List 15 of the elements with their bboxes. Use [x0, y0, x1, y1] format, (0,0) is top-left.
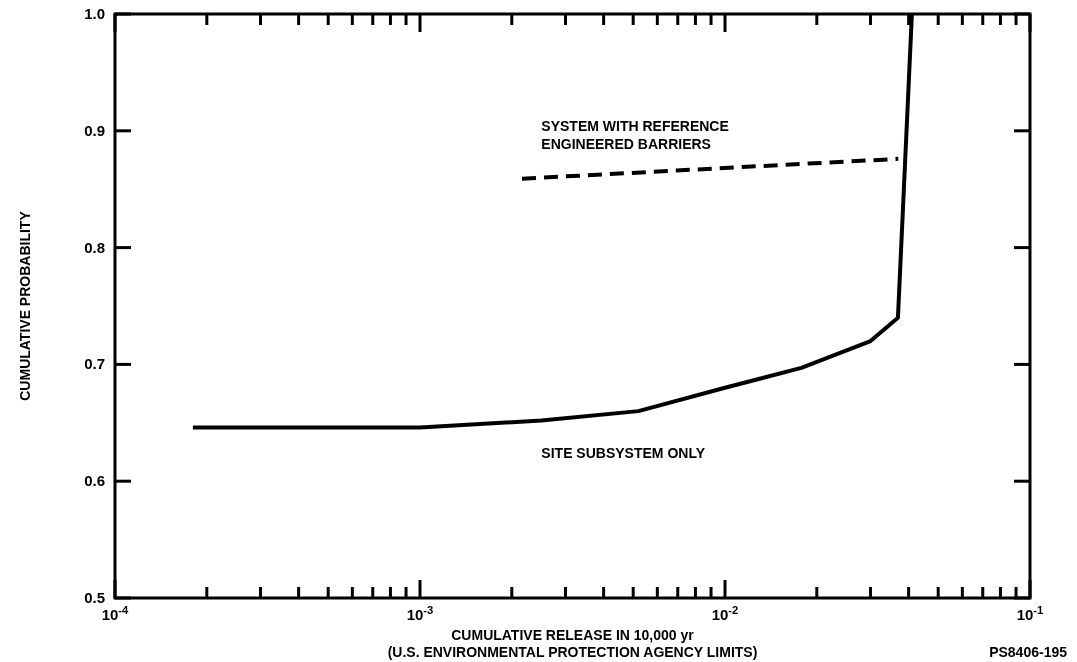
x-tick-label: 10$^{-1}$	[1016, 604, 1044, 623]
y-tick-label: 0.6	[84, 472, 105, 490]
y-tick-label: 0.8	[84, 238, 105, 256]
y-axis-title: CUMULATIVE PROBABILITY	[17, 210, 33, 401]
x-tick-label: 10$^{-3}$	[406, 604, 434, 623]
y-tick-label: 0.7	[84, 355, 105, 373]
annotation: SYSTEM WITH REFERENCE ENGINEERED BARRIERS	[541, 117, 729, 152]
y-tick-label: 1.0	[84, 5, 105, 22]
annotation: SITE SUBSYSTEM ONLY	[541, 444, 706, 461]
text: PS8406-195	[989, 644, 1068, 660]
y-tick-label: 0.9	[84, 121, 105, 139]
x-axis-title: CUMULATIVE RELEASE IN 10,000 yr (U.S. ENVIRONMENTAL PROTECTION AGENCY LIMITS)	[387, 627, 758, 660]
x-tick-label: 10$^{-2}$	[711, 604, 739, 623]
y-tick-label: 0.5	[84, 589, 105, 606]
x-tick-label: 10$^{-4}$	[101, 604, 130, 623]
